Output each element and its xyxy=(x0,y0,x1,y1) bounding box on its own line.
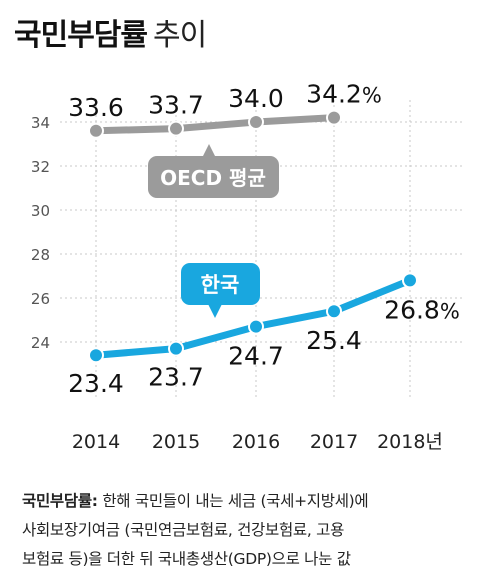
footnote-label: 국민부담률: xyxy=(22,492,98,510)
footnote-line-2: 사회보장기여금 (국민연금보험료, 건강보험료, 고용 xyxy=(22,521,345,539)
data-point-1-2016 xyxy=(248,318,264,335)
legend-pointer-korea xyxy=(208,304,222,318)
data-point-0-2016 xyxy=(248,114,264,130)
x-axis-ticks: 2014 2015 2016 2017 2018년 xyxy=(72,431,443,453)
x-tick-label-2017: 2017 xyxy=(310,431,358,453)
y-tick-label-30: 30 xyxy=(31,202,50,220)
title-bold: 국민부담률 xyxy=(14,18,148,53)
x-tick-label-2014: 2014 xyxy=(72,431,120,453)
footnote: 국민부담률: 한해 국민들이 내는 세금 (국세+지방세)에 사회보장기여금 (… xyxy=(22,487,467,574)
chart-title: 국민부담률 추이 xyxy=(14,10,207,54)
x-tick-label-2015: 2015 xyxy=(152,431,200,453)
y-axis-ticks: 24 26 28 30 32 34 xyxy=(31,114,50,352)
y-tick-label-32: 32 xyxy=(31,158,50,176)
data-point-0-2017 xyxy=(326,109,342,126)
legend-label-korea: 한국 xyxy=(201,273,240,297)
y-tick-label-24: 24 xyxy=(31,334,50,352)
y-tick-label-28: 28 xyxy=(31,246,50,264)
legend-box-korea xyxy=(181,263,260,305)
data-label-1-2016: 24.7 xyxy=(228,342,284,371)
series-korea: 23.4 23.7 24.7 25.4 26.8% xyxy=(68,272,460,398)
data-label-0-2014: 33.6 xyxy=(68,93,124,122)
data-point-1-2018 xyxy=(402,272,418,289)
series-oecd: 33.6 33.7 34.0 34.2% xyxy=(68,80,382,139)
series-line-0 xyxy=(92,114,338,135)
data-label-1-2014: 23.4 xyxy=(68,369,124,398)
legend-box-oecd xyxy=(148,156,279,198)
y-tick-label-26: 26 xyxy=(31,290,50,308)
title-light: 추이 xyxy=(153,18,207,53)
x-tick-label-2016: 2016 xyxy=(232,431,280,453)
data-point-1-2015 xyxy=(168,340,184,357)
data-point-0-2014 xyxy=(88,122,104,139)
data-point-1-2017 xyxy=(326,303,342,320)
data-point-0-2015 xyxy=(168,120,184,137)
data-label-0-2015: 33.7 xyxy=(148,91,204,120)
data-label-1-2015: 23.7 xyxy=(148,363,204,392)
x-tick-label-2018: 2018년 xyxy=(377,431,443,453)
data-label-0-2016: 34.0 xyxy=(228,84,284,113)
series-layer: 33.6 33.7 34.0 34.2% 23.4 23.7 24.7 25.4 26.8% xyxy=(68,80,460,399)
y-tick-label-34: 34 xyxy=(31,114,50,132)
data-label-1-2017: 25.4 xyxy=(306,326,362,355)
data-label-1-2018: 26.8% xyxy=(384,295,460,324)
data-point-1-2014 xyxy=(88,347,104,364)
data-label-0-2017: 34.2% xyxy=(306,80,382,109)
footnote-line-1: 한해 국민들이 내는 세금 (국세+지방세)에 xyxy=(97,492,369,510)
footnote-line-3: 보험료 등)을 더한 뒤 국내총생산(GDP)으로 나눈 값 xyxy=(22,550,351,568)
legend-label-oecd: OECD 평균 xyxy=(160,166,266,190)
legend-pointer-oecd xyxy=(202,144,216,158)
